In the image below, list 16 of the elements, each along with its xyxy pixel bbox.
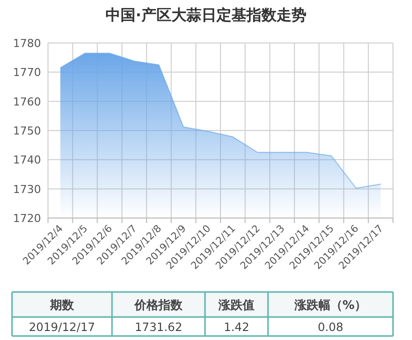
text: 0.08 [318,320,344,334]
text: 涨跌值 [218,298,254,312]
text: 1.42 [224,320,250,334]
text: 期数 [49,298,75,312]
text: 2019/12/17 [28,320,96,334]
text: 1731.62 [134,320,182,334]
y-tick-label: 1730 [13,182,41,196]
y-tick-label: 1750 [13,124,41,138]
y-tick-label: 1760 [13,95,41,108]
text: 价格指数 [134,298,184,312]
y-tick-label: 1740 [13,154,41,167]
y-tick-label: 1770 [13,66,41,80]
chart-title: 中国·产区大蒜日定基指数走势 [106,6,306,24]
y-tick-label: 1780 [13,37,41,50]
text: 涨跌幅（%） [293,298,367,312]
y-tick-label: 1720 [13,212,41,225]
